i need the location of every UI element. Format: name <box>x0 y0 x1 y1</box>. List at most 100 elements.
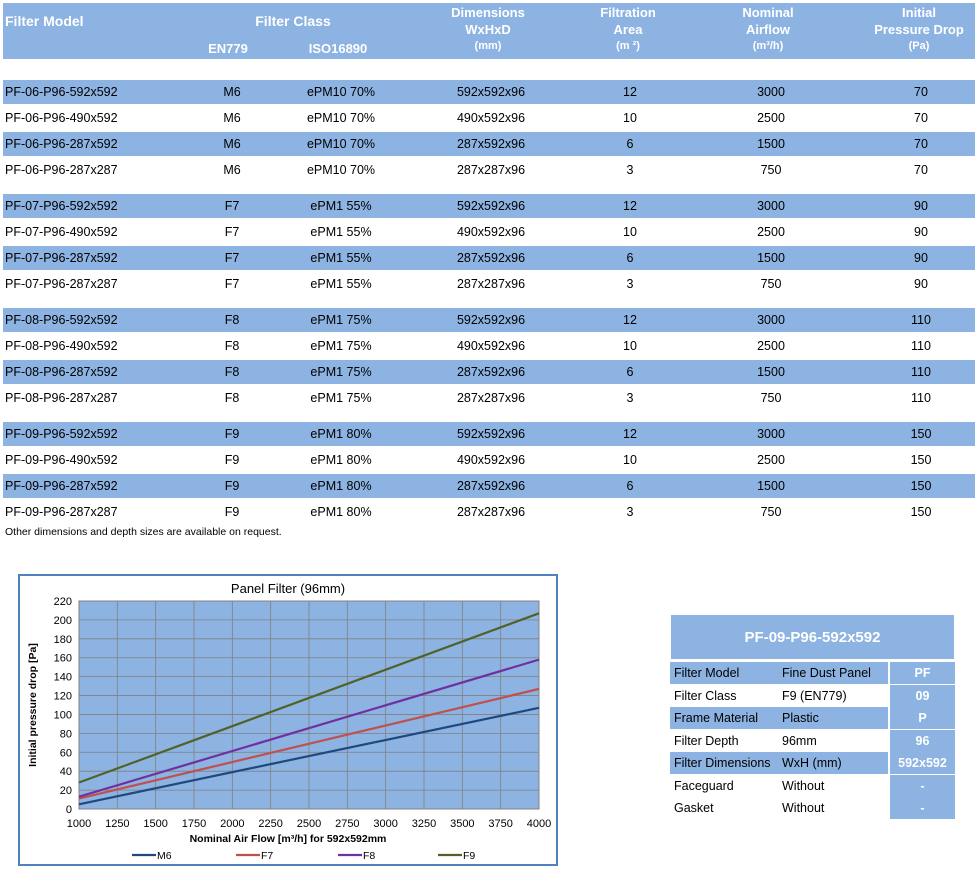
cell-area: 6 <box>626 365 634 379</box>
cell-airflow: 3000 <box>757 199 785 213</box>
spec-label: Gasket <box>674 801 714 815</box>
table-row: PF-07-P96-287x287 F7 ePM1 55% 287x287x96 3 75… <box>3 272 975 296</box>
cell-dimensions: 287x287x96 <box>456 277 526 291</box>
x-tick-label: 1500 <box>143 818 167 830</box>
y-tick-label: 100 <box>54 709 72 721</box>
cell-iso16890: ePM10 70% <box>306 137 376 151</box>
cell-en779: F8 <box>224 365 240 379</box>
spec-value: 96mm <box>782 733 817 748</box>
cell-model: PF-07-P96-490x592 <box>5 225 118 239</box>
table-row: PF-08-P96-287x592 F8 ePM1 75% 287x592x96 6 15… <box>3 360 975 384</box>
cell-dimensions: 287x592x96 <box>456 251 526 265</box>
cell-area: 6 <box>626 251 634 265</box>
cell-airflow: 750 <box>760 277 782 291</box>
cell-pressure-drop: 150 <box>910 453 932 467</box>
legend-label-m6: M6 <box>157 850 172 862</box>
y-tick-label: 140 <box>54 672 72 684</box>
y-tick-label: 40 <box>60 766 72 778</box>
cell-dimensions: 490x592x96 <box>456 453 526 467</box>
cell-area: 12 <box>623 427 637 441</box>
spec-code: 592x592 <box>888 752 955 774</box>
spec-code: 09 <box>888 684 955 707</box>
cell-en779: M6 <box>223 85 241 99</box>
cell-en779: F8 <box>224 339 240 353</box>
spec-row: Gasket Without - <box>670 797 955 819</box>
spec-label: Frame Material <box>670 707 778 729</box>
legend-label-f9: F9 <box>463 850 475 862</box>
table-row: PF-07-P96-490x592 F7 ePM1 55% 490x592x96 10 2… <box>3 220 975 244</box>
y-tick-label: 120 <box>54 691 72 703</box>
cell-dimensions: 490x592x96 <box>456 339 526 353</box>
series-line-f9 <box>78 612 540 784</box>
cell-airflow: 3000 <box>757 427 785 441</box>
cell-iso16890: ePM10 70% <box>306 85 376 99</box>
spec-value: F9 (EN779) <box>782 688 847 703</box>
cell-model: PF-06-P96-287x592 <box>5 137 118 151</box>
cell-en779: F7 <box>224 199 240 213</box>
cell-airflow: 2500 <box>757 339 785 353</box>
cell-pressure-drop: 90 <box>914 199 928 213</box>
spec-label: Faceguard <box>674 778 734 793</box>
cell-dimensions: 287x287x96 <box>456 505 526 519</box>
series-line-f7 <box>78 687 540 800</box>
spec-value: Fine Dust Panel <box>778 662 888 684</box>
cell-area: 12 <box>623 199 637 213</box>
header-filter-model: Filter Model <box>5 13 84 29</box>
spec-row: Faceguard Without - <box>670 774 955 797</box>
x-tick-label: 1750 <box>182 818 206 830</box>
x-tick-label: 2500 <box>297 818 321 830</box>
cell-airflow: 3000 <box>757 85 785 99</box>
cell-pressure-drop: 110 <box>911 365 931 379</box>
cell-iso16890: ePM1 55% <box>310 199 372 213</box>
spec-title: PF-09-P96-592x592 <box>670 614 955 660</box>
cell-pressure-drop: 150 <box>910 479 932 493</box>
cell-area: 6 <box>626 137 634 151</box>
header-filter-class: Filter Class <box>255 13 331 29</box>
y-tick-label: 160 <box>54 653 72 665</box>
cell-airflow: 1500 <box>757 479 785 493</box>
spec-row: Filter Depth 96mm 96 <box>670 729 955 752</box>
cell-dimensions: 287x592x96 <box>456 479 526 493</box>
x-tick-label: 3000 <box>373 818 397 830</box>
spec-row: Filter Dimensions WxH (mm) 592x592 <box>670 752 955 774</box>
cell-model: PF-06-P96-592x592 <box>5 85 118 99</box>
cell-en779: M6 <box>223 163 241 177</box>
cell-iso16890: ePM1 75% <box>310 313 372 327</box>
table-row: PF-09-P96-592x592 F9 ePM1 80% 592x592x96 12 3… <box>3 422 975 446</box>
cell-en779: F9 <box>224 505 240 519</box>
header-area: Filtration Area (m ²) <box>600 5 656 52</box>
cell-pressure-drop: 70 <box>914 163 928 177</box>
cell-dimensions: 287x287x96 <box>456 163 526 177</box>
cell-dimensions: 287x592x96 <box>456 365 526 379</box>
cell-iso16890: ePM1 75% <box>310 391 372 405</box>
spec-value: Without <box>782 778 825 793</box>
table-row: PF-09-P96-287x287 F9 ePM1 80% 287x287x96 3 75… <box>3 500 975 524</box>
cell-iso16890: ePM10 70% <box>306 111 376 125</box>
legend-label-f7: F7 <box>261 850 273 862</box>
cell-pressure-drop: 70 <box>914 85 928 99</box>
cell-en779: F7 <box>224 225 240 239</box>
cell-airflow: 2500 <box>757 453 785 467</box>
cell-airflow: 3000 <box>757 313 785 327</box>
cell-airflow: 2500 <box>757 225 785 239</box>
cell-en779: F7 <box>224 251 240 265</box>
cell-pressure-drop: 70 <box>914 111 928 125</box>
cell-model: PF-09-P96-490x592 <box>5 453 118 467</box>
y-tick-label: 20 <box>60 785 72 797</box>
y-tick-label: 80 <box>60 728 72 740</box>
cell-model: PF-09-P96-287x287 <box>5 505 118 519</box>
cell-airflow: 750 <box>760 505 782 519</box>
x-tick-label: 1250 <box>105 818 129 830</box>
cell-airflow: 1500 <box>757 251 785 265</box>
table-row: PF-07-P96-287x592 F7 ePM1 55% 287x592x96 6 15… <box>3 246 975 270</box>
cell-dimensions: 287x287x96 <box>456 391 526 405</box>
cell-model: PF-09-P96-287x592 <box>5 479 118 493</box>
cell-dimensions: 490x592x96 <box>456 225 526 239</box>
table-row: PF-09-P96-287x592 F9 ePM1 80% 287x592x96 6 15… <box>3 474 975 498</box>
cell-pressure-drop: 110 <box>911 391 931 405</box>
spec-label: Filter Model <box>670 662 778 684</box>
spec-code: - <box>888 797 955 819</box>
header-pressure-drop: Initial Pressure Drop (Pa) <box>874 5 964 52</box>
cell-model: PF-06-P96-287x287 <box>5 163 118 177</box>
spec-label: Filter Depth <box>674 733 739 748</box>
